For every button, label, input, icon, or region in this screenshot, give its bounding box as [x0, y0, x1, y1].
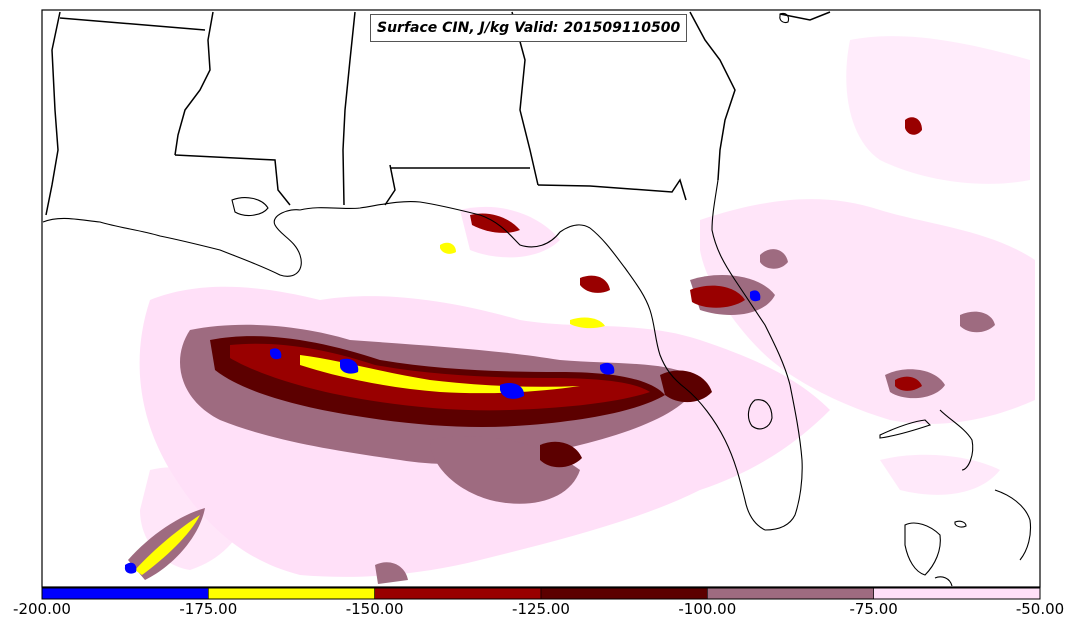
colorbar-tick-label: -200.00 — [13, 600, 71, 618]
cin-red-area — [580, 275, 610, 293]
florida-big-bend-coast — [589, 227, 766, 531]
cin-blue-area — [270, 348, 282, 360]
colorbar-bin — [41, 587, 209, 600]
yucatan-coast — [939, 409, 974, 471]
georgia-atlantic-coast — [689, 11, 736, 181]
colorbar — [41, 587, 1041, 600]
cin-red-area — [905, 117, 922, 135]
cin-blue-area — [340, 358, 359, 374]
state-boundaries — [45, 11, 831, 216]
cin-blue-area — [749, 290, 761, 302]
cin-light-area — [846, 36, 1030, 184]
cuba-coast — [879, 419, 932, 439]
alabama-georgia-border — [511, 11, 539, 186]
louisiana-mississippi-border — [174, 154, 291, 206]
colorbar-tick-label: -50.00 — [1015, 600, 1065, 618]
sc-georgia-border — [779, 11, 831, 21]
louisiana-west-border — [45, 11, 61, 216]
colorbar-bin — [707, 587, 874, 600]
florida-atlantic-coast — [711, 179, 803, 531]
arkansas-louisiana-border — [59, 17, 206, 31]
cin-darkred-area — [660, 370, 712, 403]
cin-mauve-area — [375, 562, 408, 584]
colorbar-bin — [208, 587, 375, 600]
colorbar-tick-label: -75.00 — [849, 600, 898, 618]
cin-red-area — [895, 376, 922, 391]
island-small — [934, 576, 953, 587]
island-small — [779, 12, 790, 24]
cin-yellow-area — [135, 515, 200, 575]
mississippi-alabama-border — [342, 11, 356, 206]
cin-blue-area — [124, 562, 137, 574]
cin-light-area — [880, 454, 1000, 495]
cin-red-area — [470, 213, 520, 233]
colorbar-tick-label: -100.00 — [678, 600, 737, 618]
colorbar-bin — [374, 587, 542, 600]
colorbar-tick-label: -150.00 — [345, 600, 404, 618]
cin-red-area — [690, 285, 745, 308]
cin-blue-area — [500, 383, 525, 399]
colorbar-tick-label: -125.00 — [512, 600, 570, 618]
colorbar-frame — [41, 587, 1041, 600]
coastlines — [42, 12, 1032, 587]
cin-darkred-area — [540, 441, 582, 468]
colorbar-bin — [540, 587, 708, 600]
cin-mauve-area — [960, 311, 995, 333]
mississippi-river-border — [174, 11, 214, 156]
cin-yellow-area — [300, 355, 580, 394]
cin-yellow-area — [570, 317, 605, 329]
colorbar-tick-label: -175.00 — [179, 600, 238, 618]
map-title: Surface CIN, J/kg Valid: 201509110500 — [370, 14, 688, 42]
alabama-florida-border — [384, 164, 530, 206]
cin-yellow-area — [440, 242, 456, 254]
hispaniola-coast — [904, 522, 941, 576]
cin-mauve-area — [760, 249, 788, 269]
colorbar-bin — [873, 587, 1041, 600]
island-small — [954, 520, 967, 528]
georgia-florida-border — [537, 178, 687, 201]
gulf-coast-ms-al — [299, 201, 591, 248]
louisiana-coast — [42, 209, 302, 277]
lake-okeechobee — [747, 399, 773, 430]
bahamas-island — [994, 489, 1032, 561]
lake-pontchartrain — [231, 197, 269, 217]
cin-red-area — [230, 343, 650, 411]
cin-blue-area — [600, 362, 615, 375]
cin-field — [124, 36, 1035, 584]
